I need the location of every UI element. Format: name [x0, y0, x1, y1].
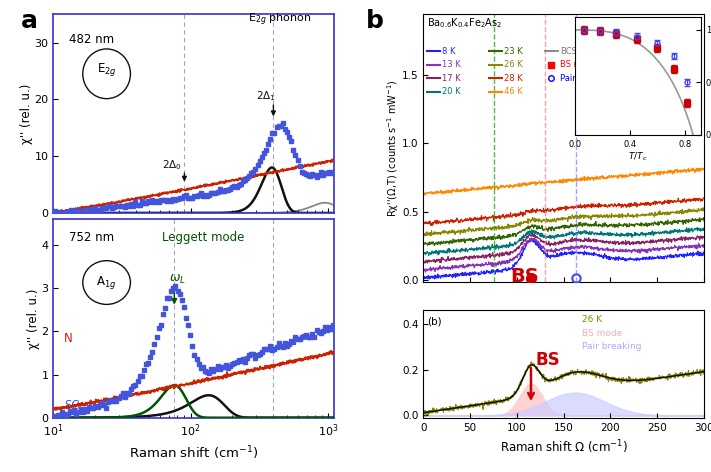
Text: (b): (b)	[427, 316, 442, 326]
Text: Pair breaking: Pair breaking	[560, 74, 616, 83]
X-axis label: Raman shift (cm$^{-1}$): Raman shift (cm$^{-1}$)	[129, 445, 258, 463]
Y-axis label: χ'' (rel. u.): χ'' (rel. u.)	[27, 288, 40, 348]
Text: a: a	[21, 9, 38, 34]
Text: A$_{1g}$: A$_{1g}$	[97, 274, 117, 291]
Text: 2$\Delta_1$: 2$\Delta_1$	[256, 89, 276, 103]
Text: 482 nm: 482 nm	[69, 33, 114, 46]
Text: E$_{2g}$ phonon: E$_{2g}$ phonon	[247, 12, 311, 28]
Text: 2$\Delta_0$: 2$\Delta_0$	[162, 159, 182, 172]
Text: BS mode: BS mode	[582, 329, 623, 337]
Text: N: N	[64, 332, 73, 345]
Text: Pair breaking: Pair breaking	[582, 342, 642, 351]
Text: 17 K: 17 K	[442, 74, 461, 83]
Text: 26 K: 26 K	[504, 60, 523, 69]
Text: E$_{2g}$: E$_{2g}$	[97, 61, 117, 78]
Text: 13 K: 13 K	[442, 60, 461, 69]
Text: BS: BS	[510, 267, 539, 286]
Text: Leggett mode: Leggett mode	[162, 230, 245, 244]
Text: $\omega_L$: $\omega_L$	[169, 273, 186, 286]
Text: 752 nm: 752 nm	[69, 230, 114, 244]
Text: 46 K: 46 K	[504, 87, 523, 96]
Y-axis label: χ'' (rel. u.): χ'' (rel. u.)	[20, 84, 33, 144]
Text: 8 K: 8 K	[442, 47, 456, 56]
Text: 23 K: 23 K	[504, 47, 523, 56]
Text: Ba$_{0.6}$K$_{0.4}$Fe$_2$As$_2$: Ba$_{0.6}$K$_{0.4}$Fe$_2$As$_2$	[427, 17, 503, 30]
Text: SC: SC	[64, 399, 80, 412]
Text: 26 K: 26 K	[582, 315, 602, 324]
Y-axis label: Rχ''(Ω,T) (counts s$^{-1}$ mW$^{-1}$): Rχ''(Ω,T) (counts s$^{-1}$ mW$^{-1}$)	[385, 79, 400, 217]
Text: BS: BS	[535, 351, 560, 369]
Text: 20 K: 20 K	[442, 87, 461, 96]
Text: BCS: BCS	[560, 47, 577, 56]
X-axis label: Raman shift Ω (cm$^{-1}$): Raman shift Ω (cm$^{-1}$)	[500, 438, 628, 456]
Text: b: b	[366, 9, 384, 34]
Text: 28 K: 28 K	[504, 74, 523, 83]
Text: BS mode: BS mode	[560, 60, 597, 69]
